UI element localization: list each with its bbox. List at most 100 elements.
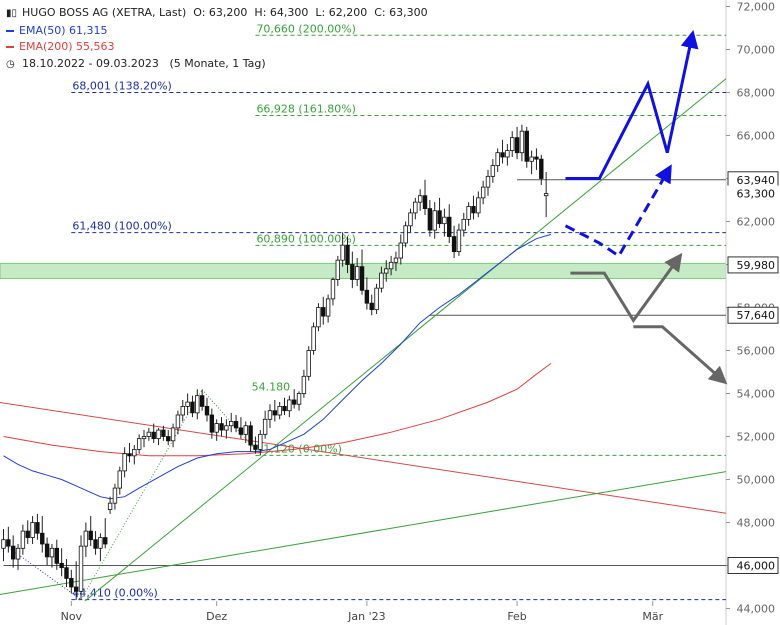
candle-body bbox=[1, 539, 6, 549]
clock-icon: ◷ bbox=[6, 58, 15, 70]
candle-body bbox=[466, 206, 471, 220]
candle-body bbox=[476, 197, 481, 214]
candle-body bbox=[59, 562, 64, 569]
candle-body bbox=[136, 438, 142, 450]
candle-body bbox=[447, 216, 452, 237]
candle-body bbox=[161, 429, 166, 437]
x-tick-label: Mär bbox=[642, 610, 663, 623]
candle-body bbox=[403, 225, 408, 244]
chart-legend: ▮▯ HUGO BOSS AG (XETRA, Last) O: 63,200 H… bbox=[6, 5, 428, 73]
candle-body bbox=[543, 193, 549, 197]
candle-body bbox=[379, 272, 384, 289]
candle-body bbox=[340, 244, 345, 261]
swing-high-label: 54.180 bbox=[252, 381, 291, 394]
candle-body bbox=[78, 545, 84, 592]
candle-body bbox=[374, 287, 379, 311]
y-tick-label: 72,000 bbox=[737, 1, 776, 14]
candle-body bbox=[25, 530, 30, 538]
candle-body bbox=[325, 298, 331, 317]
y-tick-label: 52,000 bbox=[737, 431, 776, 444]
price-tag-label: 63,940 bbox=[737, 174, 776, 187]
legend-ema50-value: 61,315 bbox=[69, 23, 108, 37]
price-tag-box bbox=[727, 306, 779, 324]
candle-body bbox=[132, 448, 137, 457]
candle-body bbox=[209, 414, 215, 433]
candle-body bbox=[35, 522, 40, 534]
candle-body bbox=[480, 186, 486, 199]
price-tag-box bbox=[727, 557, 779, 574]
trendline bbox=[0, 471, 726, 595]
legend-ema200-label: EMA(200) bbox=[19, 40, 73, 53]
legend-low: L: 62,200 bbox=[315, 6, 368, 19]
candle-body bbox=[180, 405, 185, 416]
candle-body bbox=[15, 547, 21, 560]
candle-body bbox=[291, 399, 297, 405]
candle-body bbox=[500, 152, 505, 158]
x-tick-label: Jan '23 bbox=[347, 610, 385, 623]
candle-body bbox=[73, 586, 79, 592]
legend-period-row: ◷ 18.10.2022 - 09.03.2023 (5 Monate, 1 Ta… bbox=[6, 56, 428, 74]
y-tick-label: 48,000 bbox=[737, 517, 776, 530]
candle-body bbox=[505, 150, 510, 158]
candle-body bbox=[185, 401, 190, 407]
y-tick-label: 66,000 bbox=[737, 130, 776, 143]
candle-body bbox=[471, 206, 476, 214]
candle-body bbox=[296, 393, 302, 405]
candle-body bbox=[539, 158, 544, 179]
candle-body bbox=[146, 431, 152, 437]
legend-period: 18.10.2022 - 09.03.2023 bbox=[22, 56, 159, 70]
candle-body bbox=[98, 537, 103, 549]
candle-body bbox=[316, 307, 321, 328]
candle-body bbox=[6, 539, 11, 547]
candle-body bbox=[214, 423, 219, 433]
fib-level-label: 61,480 (100.00%) bbox=[72, 220, 172, 233]
candle-body bbox=[10, 545, 16, 560]
y-tick-label: 54,000 bbox=[737, 388, 776, 401]
candle-body bbox=[54, 547, 59, 564]
y-tick-label: 44,000 bbox=[737, 603, 776, 616]
price-tag-label: 57,640 bbox=[737, 309, 776, 322]
legend-ema200-row: EMA(200) 55,563 bbox=[6, 39, 428, 56]
candle-body bbox=[199, 395, 205, 407]
candle-body bbox=[437, 210, 442, 225]
candle-body bbox=[417, 195, 423, 203]
fib-level-label: 44,410 (0.00%) bbox=[72, 587, 158, 600]
candle-body bbox=[485, 175, 491, 188]
candle-body bbox=[224, 425, 229, 431]
ema200-swatch bbox=[6, 46, 14, 48]
y-tick-label: 56,000 bbox=[737, 345, 776, 358]
candle-body bbox=[413, 201, 418, 214]
candle-body bbox=[122, 453, 127, 472]
x-tick-label: Nov bbox=[61, 610, 83, 623]
price-tag-box bbox=[727, 256, 779, 274]
y-tick-label: 68,000 bbox=[737, 87, 776, 100]
candle-body bbox=[442, 216, 447, 225]
scenario-arrow bbox=[570, 252, 683, 324]
candle-body bbox=[219, 423, 224, 431]
candle-body bbox=[49, 547, 55, 558]
candle-body bbox=[393, 257, 399, 263]
candle-body bbox=[456, 229, 462, 253]
candle-body bbox=[461, 218, 466, 231]
candle-body bbox=[151, 431, 156, 440]
candle-body bbox=[398, 242, 403, 259]
candle-body bbox=[258, 433, 263, 450]
candle-body bbox=[195, 395, 200, 414]
candle-body bbox=[267, 410, 273, 420]
current-price-tag: 63,300 bbox=[737, 188, 776, 201]
candle-body bbox=[427, 208, 433, 231]
candle-body bbox=[330, 279, 336, 300]
candle-body bbox=[88, 530, 93, 541]
candle-body bbox=[30, 522, 35, 538]
candle-body bbox=[20, 530, 26, 549]
ema200-line bbox=[3, 362, 552, 457]
candle-body bbox=[253, 444, 258, 450]
candle-body bbox=[141, 436, 147, 440]
candle-body bbox=[306, 350, 311, 377]
candle-body bbox=[262, 418, 268, 435]
trendline bbox=[0, 402, 726, 514]
fib-level-label: 66,928 (161.80%) bbox=[256, 103, 356, 116]
legend-ema50-row: EMA(50) 61,315 bbox=[6, 23, 428, 40]
price-tag-label: 46,000 bbox=[737, 560, 776, 573]
